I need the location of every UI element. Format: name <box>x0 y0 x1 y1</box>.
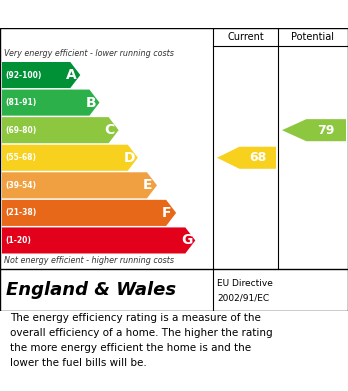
Text: (92-100): (92-100) <box>5 70 41 79</box>
Text: 79: 79 <box>317 124 335 137</box>
Polygon shape <box>2 62 80 88</box>
Text: England & Wales: England & Wales <box>6 281 176 299</box>
Text: 2002/91/EC: 2002/91/EC <box>217 293 269 302</box>
Polygon shape <box>2 145 138 171</box>
Text: B: B <box>86 96 96 109</box>
Text: D: D <box>124 151 135 165</box>
Text: Very energy efficient - lower running costs: Very energy efficient - lower running co… <box>4 49 174 58</box>
Text: Not energy efficient - higher running costs: Not energy efficient - higher running co… <box>4 256 174 265</box>
Polygon shape <box>2 200 176 226</box>
Text: F: F <box>162 206 172 220</box>
Text: (21-38): (21-38) <box>5 208 36 217</box>
Polygon shape <box>2 117 119 143</box>
Text: (1-20): (1-20) <box>5 236 31 245</box>
Text: (81-91): (81-91) <box>5 98 36 107</box>
Text: Current: Current <box>227 32 264 42</box>
Text: G: G <box>181 233 193 248</box>
Polygon shape <box>2 228 195 253</box>
Polygon shape <box>2 172 157 198</box>
Text: C: C <box>105 123 115 137</box>
Text: (39-54): (39-54) <box>5 181 36 190</box>
Polygon shape <box>282 119 346 141</box>
Text: (69-80): (69-80) <box>5 126 36 135</box>
Text: Energy Efficiency Rating: Energy Efficiency Rating <box>7 7 217 22</box>
Polygon shape <box>2 90 100 116</box>
Text: Potential: Potential <box>292 32 334 42</box>
Text: The energy efficiency rating is a measure of the
overall efficiency of a home. T: The energy efficiency rating is a measur… <box>10 314 273 368</box>
Text: 68: 68 <box>249 151 266 164</box>
Text: E: E <box>143 178 152 192</box>
Text: (55-68): (55-68) <box>5 153 36 162</box>
Text: EU Directive: EU Directive <box>217 279 273 288</box>
Polygon shape <box>217 147 276 169</box>
Text: A: A <box>66 68 77 82</box>
